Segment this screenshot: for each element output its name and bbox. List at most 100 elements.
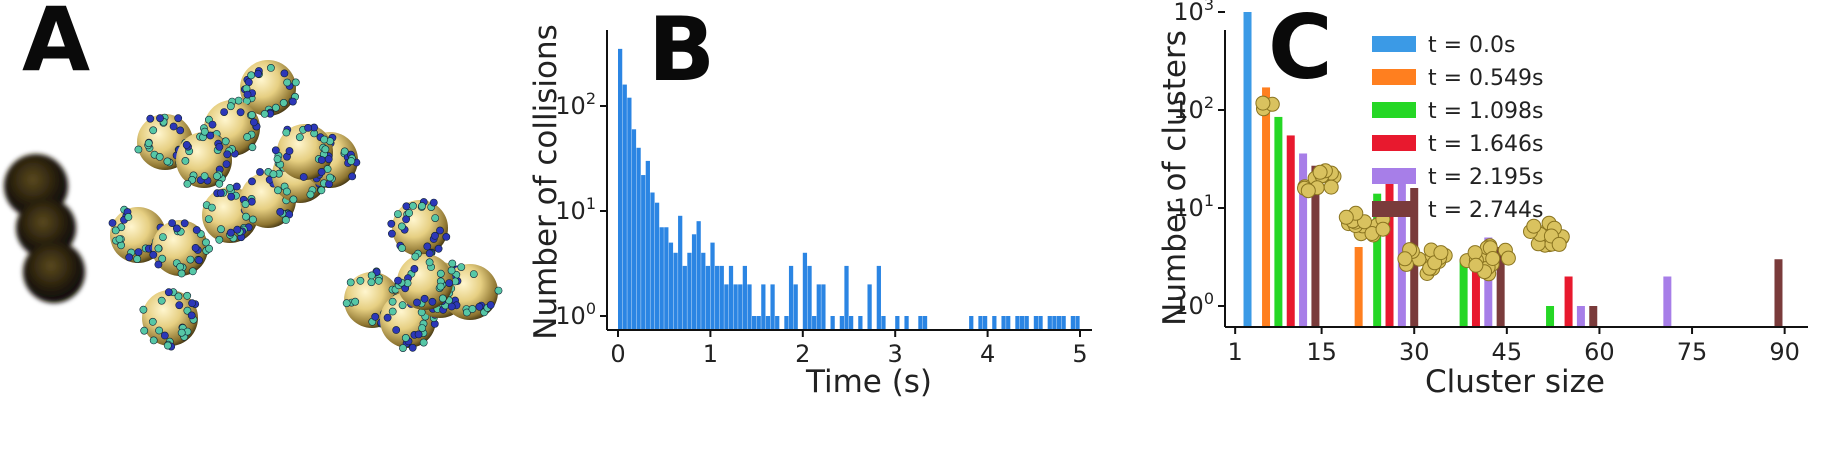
histogram-bar: [1015, 316, 1020, 330]
ligand-bead: [448, 259, 457, 268]
ligand-bead: [154, 260, 163, 269]
cluster-bead: [1255, 95, 1271, 111]
histogram-bar: [691, 234, 697, 330]
ligand-bead: [283, 78, 292, 87]
ligand-bead: [401, 333, 410, 342]
legend-swatch: [1372, 168, 1416, 184]
ligand-bead: [187, 311, 196, 320]
ligand-bead: [226, 183, 234, 192]
histogram-bar: [1038, 316, 1043, 330]
x-tick-label: 15: [1306, 338, 1337, 366]
ligand-bead: [182, 140, 191, 149]
histogram-bar: [1047, 316, 1052, 330]
legend-swatch: [1372, 135, 1416, 151]
histogram-bar: [664, 227, 669, 330]
ligand-bead: [248, 177, 256, 186]
ligand-bead: [174, 114, 183, 123]
ligand-bead: [317, 167, 326, 176]
histogram-bar: [765, 316, 771, 330]
chart-b-xlabel: Time (s): [805, 364, 932, 400]
cluster-bar: [1663, 276, 1672, 327]
ligand-bead: [351, 297, 360, 306]
ligand-bead: [115, 235, 124, 243]
ligand-bead: [217, 225, 225, 234]
histogram-bar: [812, 316, 817, 330]
ligand-bead: [393, 210, 402, 218]
ligand-bead: [411, 252, 420, 261]
ligand-bead: [282, 128, 291, 137]
ligand-bead: [168, 219, 176, 227]
histogram-bar: [678, 215, 683, 330]
histogram-bar: [710, 242, 715, 330]
cluster-bar: [1354, 247, 1363, 327]
ligand-bead: [447, 266, 456, 275]
ligand-bead: [146, 114, 155, 123]
ligand-bead: [172, 224, 181, 233]
histogram-bar: [770, 284, 775, 330]
ligand-bead: [215, 179, 224, 188]
ligand-bead: [410, 264, 419, 273]
histogram-bar: [849, 316, 854, 330]
ligand-bead: [326, 173, 334, 182]
histogram-bar: [618, 48, 623, 331]
ligand-bead: [183, 179, 192, 188]
legend-label: t = 1.098s: [1428, 99, 1544, 124]
cluster-bead: [1468, 257, 1484, 273]
chart-b-x-ticks: 0 1 2 3 4 5: [610, 330, 1088, 368]
histogram-bar: [982, 316, 988, 330]
histogram-bar: [881, 316, 886, 330]
ligand-bead: [248, 215, 257, 224]
ligand-bead: [325, 180, 333, 188]
ligand-bead: [321, 145, 330, 154]
panel-a-illustration: [4, 60, 503, 352]
histogram-bar: [788, 265, 794, 330]
ligand-bead: [304, 124, 312, 132]
ligand-bead: [425, 249, 434, 258]
ligand-bead: [342, 299, 351, 308]
histogram-bar: [830, 316, 835, 330]
histogram-bar: [673, 252, 678, 330]
panel-letter-b: B: [648, 0, 716, 101]
ligand-bead: [418, 202, 426, 210]
ligand-bead: [371, 312, 380, 321]
ligand-bead: [191, 243, 200, 252]
ligand-bead: [383, 313, 392, 322]
dark-particle-chain: [4, 154, 85, 303]
histogram-bar: [858, 316, 863, 330]
ligand-bead: [436, 269, 445, 278]
histogram-bar: [1070, 316, 1076, 330]
ligand-bead: [475, 302, 484, 311]
histogram-bar: [733, 284, 738, 330]
ligand-bead: [176, 262, 185, 271]
ligand-bead: [273, 155, 282, 163]
ligand-bead: [247, 111, 256, 119]
histogram-bar: [1033, 316, 1039, 330]
ligand-bead: [299, 173, 308, 181]
chart-c-xlabel: Cluster size: [1425, 364, 1605, 400]
histogram-bar: [876, 265, 881, 330]
histogram-bar: [715, 265, 720, 330]
histogram-bar: [1006, 316, 1011, 330]
ligand-bead: [216, 189, 225, 197]
chart-b-collisions: 100 101 102 0 1 2 3 4 5 Time (s) Number of coll…: [528, 24, 1092, 400]
ligand-bead: [226, 102, 235, 111]
ligand-bead: [306, 190, 315, 199]
ligand-bead: [288, 97, 297, 106]
cluster-bar: [1274, 116, 1283, 327]
ligand-bead: [271, 103, 280, 112]
ligand-bead: [317, 156, 326, 164]
x-tick-label: 75: [1677, 338, 1708, 366]
histogram-bar: [1001, 316, 1006, 330]
legend-label: t = 2.744s: [1428, 198, 1544, 223]
cluster-illustrations: [1255, 95, 1570, 282]
ligand-bead: [134, 145, 143, 154]
ligand-bead: [418, 324, 426, 332]
chart-b-y-ticks: 100 101 102: [555, 89, 607, 330]
ligand-bead: [324, 155, 333, 164]
ligand-bead: [282, 187, 291, 196]
histogram-bar: [1052, 316, 1057, 330]
chart-c-x-ticks: 1 15 30 45 60 75 90: [1228, 327, 1800, 366]
ligand-bead: [348, 172, 357, 181]
histogram-bar: [895, 316, 900, 330]
